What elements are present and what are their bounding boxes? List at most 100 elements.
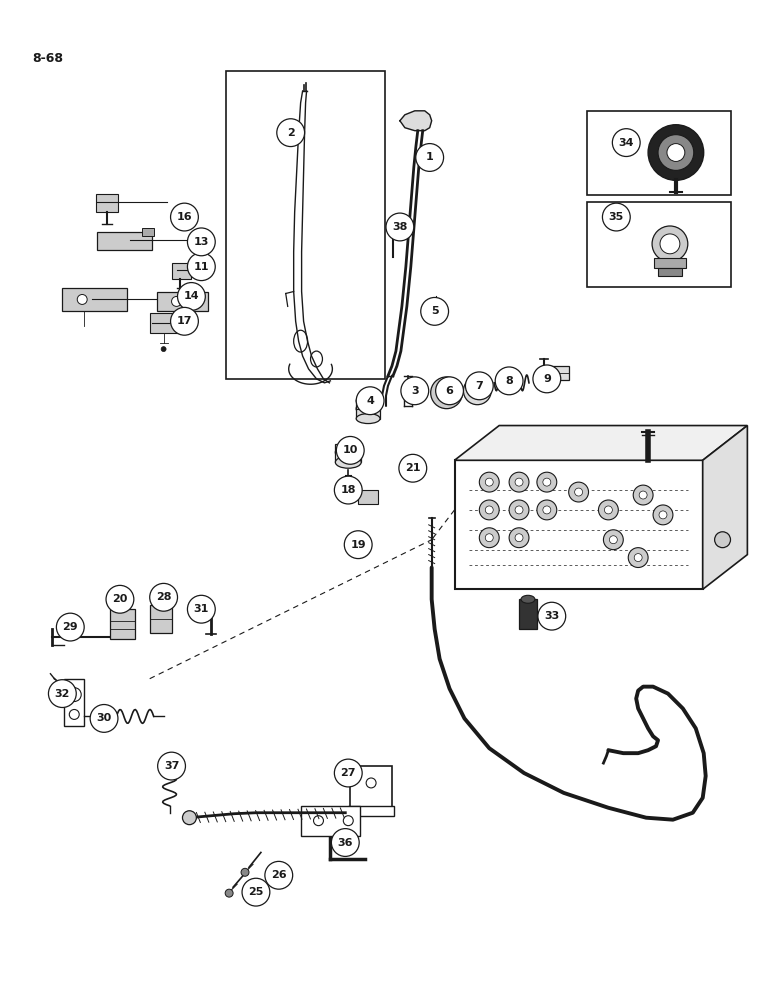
Circle shape [479, 472, 499, 492]
Circle shape [612, 129, 640, 156]
Text: 3: 3 [411, 386, 418, 396]
Text: 16: 16 [177, 212, 192, 222]
Circle shape [435, 377, 463, 405]
Text: 20: 20 [112, 594, 127, 604]
Text: 8: 8 [505, 376, 513, 386]
Text: 26: 26 [271, 870, 286, 880]
Bar [157, 292, 208, 311]
Circle shape [178, 283, 205, 310]
Bar [63, 288, 127, 311]
Circle shape [106, 585, 134, 613]
Bar [142, 228, 154, 236]
Circle shape [188, 228, 215, 256]
Circle shape [486, 534, 493, 542]
Text: 14: 14 [184, 291, 199, 301]
Ellipse shape [356, 396, 380, 406]
Circle shape [56, 613, 84, 641]
Circle shape [652, 226, 688, 262]
Bar [519, 599, 537, 629]
Polygon shape [455, 426, 747, 460]
Circle shape [431, 314, 441, 324]
Circle shape [188, 253, 215, 281]
Bar [300, 806, 361, 836]
Circle shape [337, 436, 364, 464]
Circle shape [171, 296, 181, 306]
Circle shape [509, 472, 529, 492]
Circle shape [77, 294, 87, 304]
Bar [356, 401, 380, 419]
Text: 17: 17 [177, 316, 192, 326]
Text: 11: 11 [194, 262, 209, 272]
Text: 32: 32 [55, 689, 70, 699]
Circle shape [598, 500, 618, 520]
Circle shape [182, 811, 196, 825]
Text: 29: 29 [63, 622, 78, 632]
Circle shape [660, 234, 680, 254]
Bar [587, 202, 730, 287]
Bar [358, 490, 378, 504]
Text: 35: 35 [608, 212, 624, 222]
Text: 13: 13 [194, 237, 209, 247]
Text: 19: 19 [350, 540, 366, 550]
Circle shape [416, 144, 444, 171]
Text: 34: 34 [618, 138, 634, 148]
Circle shape [49, 680, 76, 707]
Bar [97, 232, 152, 250]
Bar [64, 679, 84, 726]
Bar [171, 263, 191, 279]
Circle shape [67, 688, 81, 702]
Circle shape [479, 500, 499, 520]
Bar [348, 806, 394, 816]
Circle shape [509, 500, 529, 520]
Circle shape [188, 595, 215, 623]
Text: 31: 31 [194, 604, 209, 614]
Circle shape [442, 389, 451, 397]
Text: 9: 9 [543, 374, 550, 384]
Bar [150, 313, 181, 333]
Circle shape [277, 119, 305, 147]
Circle shape [604, 506, 612, 514]
Ellipse shape [356, 402, 380, 416]
Bar [226, 71, 385, 379]
Text: 38: 38 [392, 222, 408, 232]
Circle shape [472, 385, 483, 397]
Bar [541, 366, 569, 380]
Circle shape [604, 530, 623, 550]
Circle shape [69, 709, 80, 719]
Circle shape [161, 347, 166, 352]
Circle shape [157, 752, 185, 780]
Circle shape [538, 602, 566, 630]
Circle shape [265, 861, 293, 889]
Circle shape [658, 135, 694, 170]
Circle shape [574, 488, 583, 496]
Circle shape [628, 548, 648, 568]
Circle shape [399, 454, 427, 482]
Text: 37: 37 [164, 761, 179, 771]
Circle shape [313, 816, 323, 826]
Circle shape [639, 491, 647, 499]
Ellipse shape [521, 595, 535, 603]
Circle shape [150, 583, 178, 611]
Circle shape [569, 482, 588, 502]
Text: 2: 2 [287, 128, 295, 138]
Circle shape [537, 472, 557, 492]
Circle shape [635, 554, 642, 562]
Polygon shape [400, 111, 432, 131]
Polygon shape [703, 426, 747, 589]
Bar [150, 605, 171, 633]
Circle shape [356, 387, 384, 415]
Circle shape [171, 307, 198, 335]
Circle shape [242, 878, 270, 906]
Ellipse shape [335, 445, 361, 459]
Circle shape [515, 478, 523, 486]
Text: 6: 6 [445, 386, 453, 396]
Circle shape [386, 213, 414, 241]
Text: 8-68: 8-68 [32, 52, 63, 65]
Text: 5: 5 [431, 306, 438, 316]
Bar [96, 194, 118, 212]
Circle shape [543, 478, 550, 486]
Circle shape [495, 367, 523, 395]
Circle shape [653, 505, 673, 525]
Circle shape [431, 377, 462, 409]
Text: 7: 7 [476, 381, 483, 391]
